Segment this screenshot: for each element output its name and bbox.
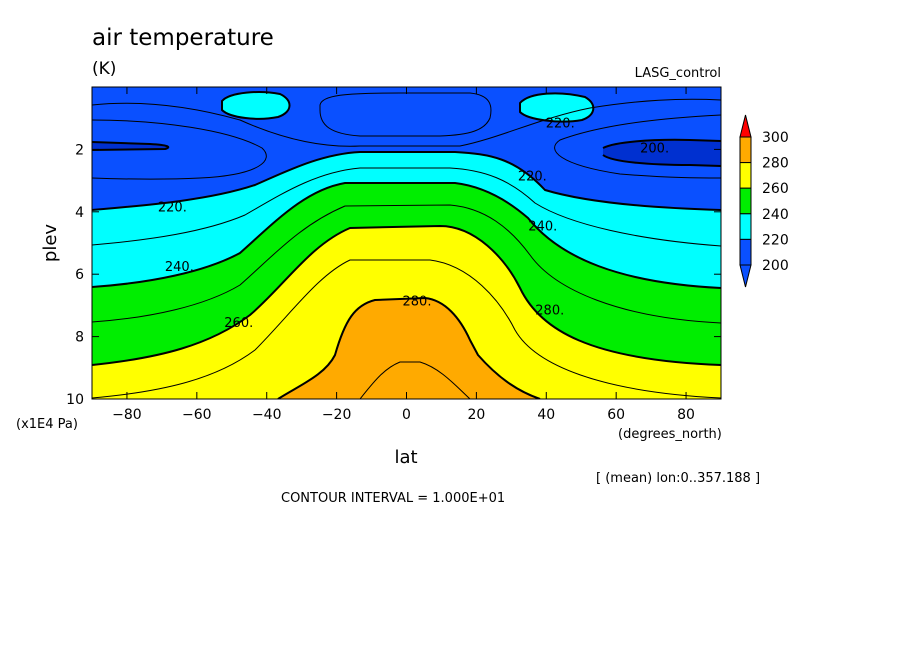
y-tick-label: 2 <box>75 142 84 158</box>
colorbar-box <box>739 162 752 189</box>
contour-labels: 220. 240. 260. 280. 280. 240. 220. 220. 200. <box>158 116 669 331</box>
y-tick-label: 4 <box>75 205 84 221</box>
x-tick-label: −80 <box>112 407 142 423</box>
minor-contours <box>92 92 721 399</box>
x-tick-label: 40 <box>537 407 555 423</box>
chart-units: (K) <box>92 59 116 79</box>
band-280-300 <box>278 298 540 399</box>
x-axis-label: lat <box>394 447 417 468</box>
colorbar-label: 220 <box>762 232 789 248</box>
chart-title: air temperature <box>92 25 274 51</box>
patch-below-200-right <box>603 139 721 166</box>
patch-upper-right <box>520 93 594 122</box>
footnote: [ (mean) lon:0..357.188 ] <box>596 471 760 486</box>
y-tick-label: 8 <box>75 330 84 346</box>
contour-interval: CONTOUR INTERVAL = 1.000E+01 <box>281 491 505 506</box>
contour-label: 220. <box>546 116 575 131</box>
y-axis: 2 4 6 8 10 <box>66 142 721 408</box>
contour-field: 220. 240. 260. 280. 280. 240. 220. 220. 200. <box>92 87 721 399</box>
y-tick-label: 10 <box>66 392 84 408</box>
x-tick-label: −40 <box>252 407 282 423</box>
colorbar-top-arrow <box>739 114 752 138</box>
contour-label: 280. <box>535 304 564 319</box>
x-tick-label: −60 <box>182 407 212 423</box>
contour-label: 280. <box>403 294 432 309</box>
patch-upper-left <box>222 92 290 119</box>
colorbar-label: 200 <box>762 258 789 274</box>
x-tick-label: −20 <box>322 407 352 423</box>
colorbar-label: 260 <box>762 181 789 197</box>
contour-label: 260. <box>224 316 253 331</box>
x-units: (degrees_north) <box>618 427 722 442</box>
dataset-label: LASG_control <box>635 66 721 81</box>
colorbar-bottom-arrow <box>739 264 752 288</box>
contour-label: 240. <box>528 219 557 234</box>
y-tick-label: 6 <box>75 267 84 283</box>
colorbar: 300 280 260 240 220 200 <box>739 114 789 288</box>
y-units: (x1E4 Pa) <box>16 417 78 432</box>
contour-label: 240. <box>165 260 194 275</box>
colorbar-box <box>739 187 752 215</box>
colorbar-box <box>739 213 752 240</box>
x-tick-label: 60 <box>607 407 625 423</box>
contour-label: 220. <box>158 201 187 216</box>
x-tick-label: 0 <box>402 407 411 423</box>
x-tick-label: 80 <box>677 407 695 423</box>
colorbar-label: 280 <box>762 156 789 172</box>
x-tick-label: 20 <box>467 407 485 423</box>
colorbar-label: 300 <box>762 130 789 146</box>
x-axis: −80 −60 −40 −20 0 20 40 60 80 <box>112 87 695 423</box>
colorbar-box <box>739 238 752 266</box>
colorbar-label: 240 <box>762 207 789 223</box>
y-axis-label: plev <box>40 224 61 263</box>
contour-label: 200. <box>640 141 669 156</box>
major-contours <box>92 91 721 399</box>
colorbar-box <box>739 136 752 164</box>
contour-label: 220. <box>518 169 547 184</box>
